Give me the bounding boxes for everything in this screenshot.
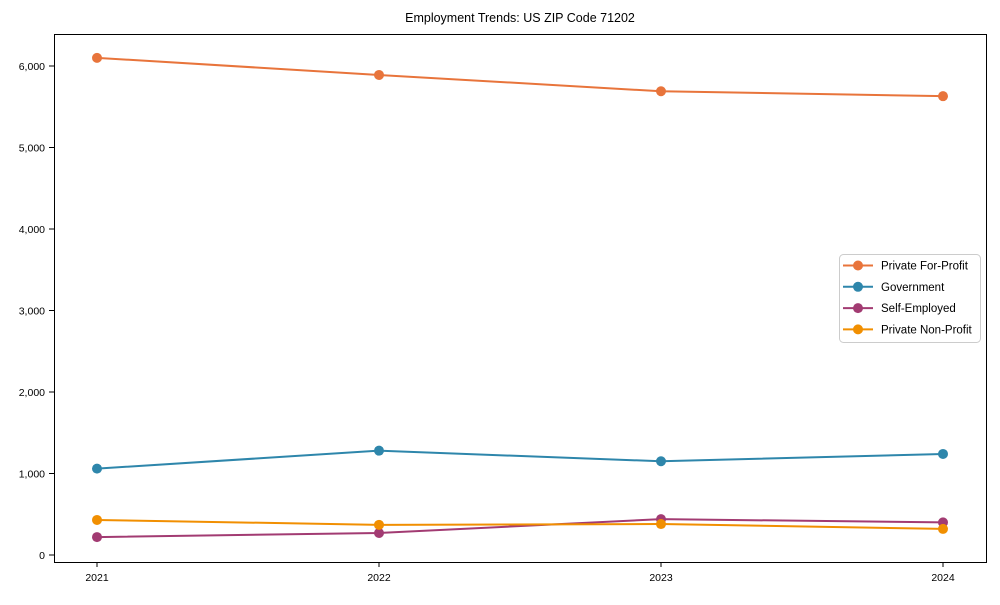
legend-item-private-non-profit: Private Non-Profit [843, 324, 973, 336]
legend: Private For-Profit Government Self-Employe… [839, 254, 981, 343]
legend-label: Private For-Profit [881, 261, 969, 273]
data-point-private-non-profit [656, 519, 666, 530]
legend-item-self-employed: Self-Employed [843, 303, 956, 315]
data-point-government [656, 456, 666, 467]
data-point-private-for-profit [374, 69, 384, 80]
legend-item-government: Government [843, 281, 945, 294]
y-axis-tick-label: 1,000 [19, 468, 45, 480]
legend-item-private-for-profit: Private For-Profit [843, 260, 969, 273]
x-axis-tick-label: 2023 [649, 572, 673, 584]
y-axis-tick-label: 0 [39, 550, 45, 562]
y-axis-tick-label: 2,000 [19, 387, 45, 399]
x-axis-tick-label: 2022 [367, 572, 391, 584]
data-point-private-for-profit [92, 52, 102, 63]
legend-box [839, 254, 981, 343]
data-point-private-non-profit [938, 523, 948, 534]
chart-title: Employment Trends: US ZIP Code 71202 [405, 11, 635, 25]
legend-label: Self-Employed [881, 303, 956, 315]
data-point-private-for-profit [938, 91, 948, 102]
data-point-private-non-profit [374, 519, 384, 530]
series-line-self-employed [96, 518, 944, 539]
data-point-private-non-profit [92, 514, 102, 525]
data-point-government [938, 448, 948, 459]
legend-marker [853, 281, 863, 292]
legend-marker [853, 260, 863, 271]
data-point-self-employed [92, 532, 102, 543]
y-axis-tick-label: 4,000 [19, 224, 45, 236]
data-point-self-employed [374, 527, 384, 538]
data-point-government [92, 463, 102, 474]
legend-marker [853, 324, 863, 335]
series-line-private-for-profit [96, 56, 944, 98]
series-line-government [96, 449, 944, 470]
legend-marker [853, 303, 863, 314]
data-point-private-for-profit [656, 86, 666, 97]
y-axis-tick-label: 6,000 [19, 61, 45, 73]
x-axis-tick-label: 2021 [85, 572, 109, 584]
legend-label: Private Non-Profit [881, 324, 973, 336]
x-axis-tick-label: 2024 [931, 572, 955, 584]
y-axis-tick-label: 5,000 [19, 142, 45, 154]
series-line-private-non-profit [96, 518, 944, 530]
legend-label: Government [881, 282, 945, 294]
plot-frame [54, 34, 987, 563]
data-point-government [374, 445, 384, 456]
y-axis-tick-label: 3,000 [19, 305, 45, 317]
